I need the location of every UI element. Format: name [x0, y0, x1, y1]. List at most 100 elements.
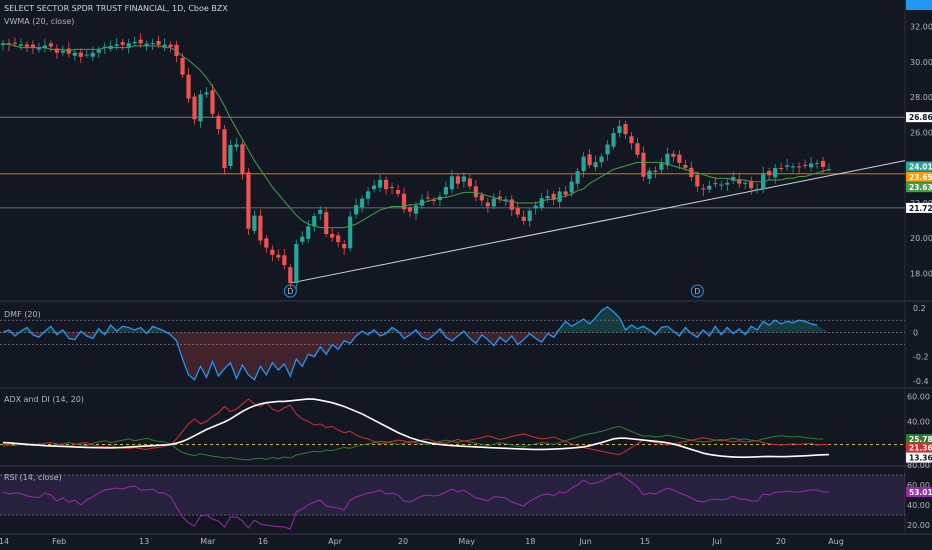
- candle-body[interactable]: [467, 178, 472, 187]
- candle-body[interactable]: [497, 196, 502, 199]
- candle-body[interactable]: [330, 234, 335, 238]
- candle-body[interactable]: [36, 48, 42, 50]
- candle-body[interactable]: [785, 165, 790, 167]
- candle-body[interactable]: [443, 187, 449, 195]
- dividend-marker[interactable]: [690, 284, 704, 298]
- candle-body[interactable]: [306, 226, 311, 239]
- candle-body[interactable]: [503, 199, 508, 201]
- candle-body[interactable]: [168, 44, 173, 47]
- candle-body[interactable]: [569, 181, 574, 193]
- candle-body[interactable]: [312, 216, 317, 227]
- trendline[interactable]: [290, 160, 906, 284]
- candle-body[interactable]: [204, 92, 209, 95]
- candle-body[interactable]: [174, 44, 179, 56]
- candle-body[interactable]: [144, 43, 149, 46]
- candle-body[interactable]: [455, 176, 460, 184]
- candle-body[interactable]: [156, 40, 161, 45]
- candle-body[interactable]: [366, 191, 371, 199]
- candle-body[interactable]: [485, 202, 490, 207]
- candle-body[interactable]: [539, 198, 544, 208]
- candle-body[interactable]: [270, 249, 275, 255]
- candle-body[interactable]: [599, 156, 604, 163]
- candle-body[interactable]: [126, 43, 131, 47]
- candle-body[interactable]: [641, 152, 646, 177]
- candle-body[interactable]: [743, 182, 748, 184]
- candle-body[interactable]: [336, 235, 341, 242]
- candle-body[interactable]: [731, 177, 736, 181]
- candle-body[interactable]: [258, 215, 263, 241]
- candle-body[interactable]: [354, 205, 359, 215]
- candle-body[interactable]: [659, 163, 664, 170]
- candle-body[interactable]: [216, 115, 221, 130]
- candle-body[interactable]: [186, 74, 191, 99]
- candle-body[interactable]: [431, 199, 437, 201]
- candle-body[interactable]: [252, 215, 257, 231]
- candle-body[interactable]: [288, 267, 293, 284]
- candle-body[interactable]: [623, 124, 628, 135]
- candle-body[interactable]: [671, 153, 676, 157]
- candle-body[interactable]: [425, 197, 431, 199]
- candle-body[interactable]: [42, 45, 47, 49]
- candle-body[interactable]: [515, 207, 520, 215]
- candle-body[interactable]: [234, 144, 239, 147]
- candle-body[interactable]: [521, 216, 526, 221]
- candle-body[interactable]: [222, 129, 227, 169]
- candle-body[interactable]: [96, 49, 101, 53]
- candle-body[interactable]: [665, 153, 670, 166]
- candle-body[interactable]: [180, 58, 185, 75]
- candle-body[interactable]: [264, 238, 269, 248]
- candle-body[interactable]: [192, 96, 197, 120]
- candle-body[interactable]: [551, 193, 556, 200]
- candle-body[interactable]: [437, 196, 443, 201]
- candle-body[interactable]: [695, 174, 700, 187]
- candle-body[interactable]: [372, 185, 377, 190]
- candle-body[interactable]: [48, 43, 53, 47]
- candle-body[interactable]: [581, 156, 586, 172]
- candle-body[interactable]: [808, 163, 814, 168]
- candle-body[interactable]: [629, 136, 634, 144]
- candle-body[interactable]: [228, 144, 233, 167]
- candle-body[interactable]: [767, 171, 772, 176]
- candle-body[interactable]: [30, 44, 36, 48]
- candle-body[interactable]: [282, 255, 287, 266]
- candle-body[interactable]: [461, 176, 466, 182]
- candle-body[interactable]: [647, 170, 652, 179]
- candle-body[interactable]: [360, 198, 365, 208]
- candle-body[interactable]: [527, 210, 532, 221]
- candle-body[interactable]: [300, 236, 305, 242]
- candle-body[interactable]: [790, 166, 796, 168]
- candle-body[interactable]: [389, 187, 395, 189]
- candle-body[interactable]: [72, 52, 77, 56]
- candle-body[interactable]: [773, 168, 778, 178]
- candle-body[interactable]: [18, 44, 24, 46]
- candle-body[interactable]: [407, 207, 413, 212]
- candle-body[interactable]: [713, 183, 718, 185]
- dividend-marker[interactable]: [283, 284, 297, 298]
- candle-body[interactable]: [294, 243, 299, 284]
- candle-body[interactable]: [533, 205, 538, 209]
- candle-body[interactable]: [449, 176, 455, 190]
- candle-body[interactable]: [324, 212, 329, 234]
- candle-body[interactable]: [557, 191, 562, 202]
- candle-body[interactable]: [60, 50, 65, 53]
- candle-body[interactable]: [707, 185, 712, 190]
- candle-body[interactable]: [587, 154, 592, 165]
- candle-body[interactable]: [479, 195, 484, 201]
- candle-body[interactable]: [246, 172, 251, 229]
- candle-body[interactable]: [725, 182, 730, 185]
- candle-body[interactable]: [24, 44, 30, 47]
- candle-body[interactable]: [383, 179, 389, 190]
- candle-body[interactable]: [653, 170, 658, 172]
- candle-body[interactable]: [701, 188, 706, 190]
- candle-body[interactable]: [779, 168, 784, 169]
- candle-body[interactable]: [318, 210, 323, 214]
- candle-body[interactable]: [198, 94, 203, 122]
- candle-body[interactable]: [509, 199, 514, 210]
- candle-body[interactable]: [138, 39, 143, 44]
- candle-body[interactable]: [677, 154, 682, 163]
- candle-body[interactable]: [611, 133, 616, 147]
- candle-body[interactable]: [689, 167, 694, 177]
- candle-body[interactable]: [150, 43, 155, 45]
- candle-body[interactable]: [605, 144, 610, 155]
